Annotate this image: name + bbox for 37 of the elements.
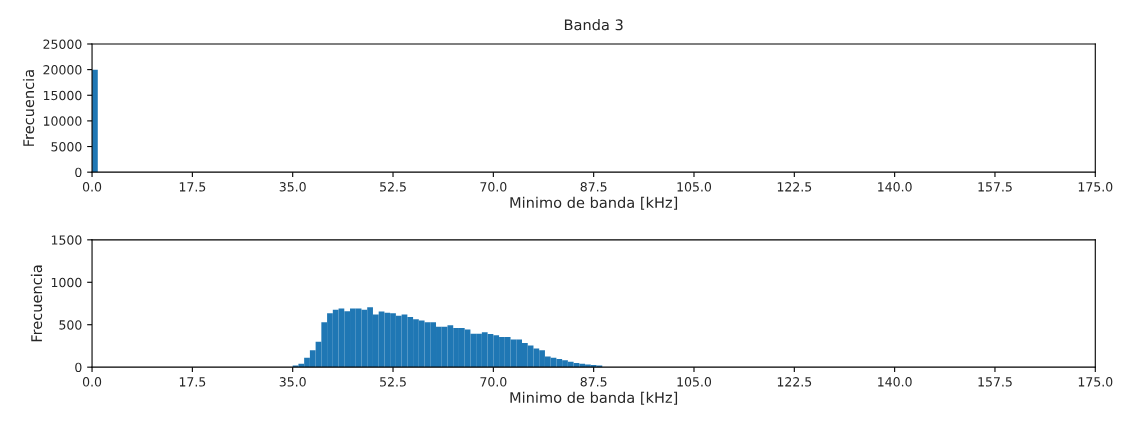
x-tick-label: 35.0 <box>279 182 306 192</box>
x-tick-label: 105.0 <box>677 182 712 192</box>
x-tick-label: 52.5 <box>380 182 406 192</box>
x-tick-label: 140.0 <box>878 377 912 387</box>
x-tick-label: 0.0 <box>82 182 102 192</box>
y-axis-title: Frecuencia <box>22 70 35 146</box>
y-tick-label: 0 <box>75 362 82 373</box>
x-tick-label: 17.5 <box>179 377 206 387</box>
y-tick-label: 5000 <box>51 142 82 152</box>
y-tick-label: 0 <box>75 167 82 178</box>
x-tick-label: 0.0 <box>82 377 102 387</box>
x-tick-label: 122.5 <box>777 377 812 387</box>
x-tick-label: 17.5 <box>179 182 206 192</box>
x-tick-label: 70.0 <box>480 182 507 192</box>
x-tick-label: 105.0 <box>677 377 712 387</box>
y-tick-label: 15000 <box>43 90 82 101</box>
y-tick-label: 20000 <box>43 65 82 75</box>
x-tick-label: 35.0 <box>279 377 306 387</box>
chart-title: Banda 3 <box>564 19 623 31</box>
x-tick-label: 157.5 <box>978 377 1012 387</box>
y-tick-label: 1500 <box>51 235 82 245</box>
x-tick-label: 175.0 <box>1078 182 1113 192</box>
y-tick-label: 500 <box>59 320 82 330</box>
x-tick-label: 140.0 <box>878 182 912 192</box>
y-axis-title: Frecuencia <box>30 265 43 342</box>
y-tick-label: 25000 <box>43 39 82 49</box>
x-axis-title: Minimo de banda [kHz] <box>510 196 678 210</box>
x-axis-title: Minimo de banda [kHz] <box>510 391 678 405</box>
x-tick-label: 157.5 <box>978 182 1012 192</box>
x-tick-label: 122.5 <box>777 182 812 192</box>
x-tick-label: 70.0 <box>480 377 507 387</box>
y-tick-label: 10000 <box>43 116 82 126</box>
y-tick-label: 1000 <box>51 277 82 288</box>
x-tick-label: 52.5 <box>380 377 406 387</box>
x-tick-label: 87.5 <box>580 377 607 387</box>
x-tick-label: 175.0 <box>1078 377 1113 387</box>
x-tick-label: 87.5 <box>580 182 607 192</box>
